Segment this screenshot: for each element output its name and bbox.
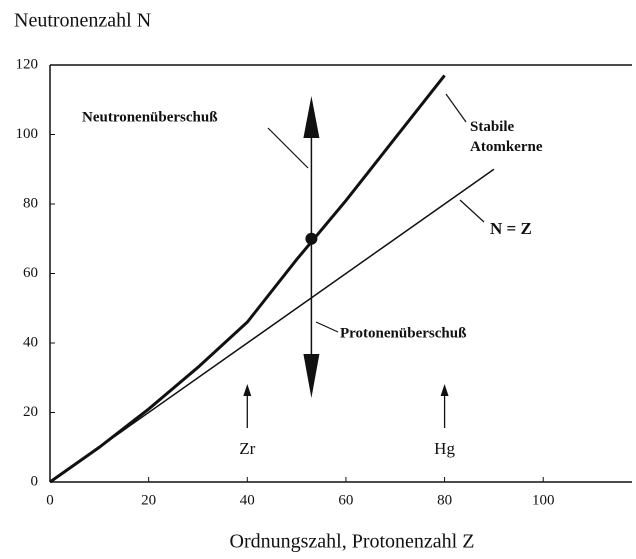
annotation: Neutronenüberschuß [82, 109, 218, 125]
arrow-head [243, 384, 252, 396]
line [49, 168, 495, 483]
series-label: N = Z [490, 219, 532, 238]
element-label: Hg [434, 439, 455, 458]
leader-line [459, 199, 485, 223]
leader-line [315, 321, 339, 333]
y-axis-label: Neutronenzahl N [14, 10, 151, 32]
y-tick-label: 100 [16, 126, 39, 142]
arrow-head [440, 384, 449, 396]
y-tick-label: 60 [23, 265, 38, 281]
leader-line [267, 127, 309, 169]
series-label: Stabile Atomkerne [470, 119, 543, 155]
arrow-head [303, 96, 320, 138]
x-axis-label: Ordnungszahl, Protonenzahl Z [230, 531, 475, 553]
x-tick-label: 20 [141, 492, 156, 508]
y-tick-label: 80 [23, 195, 38, 211]
arrow-head [303, 354, 320, 398]
x-tick-label: 0 [46, 492, 54, 508]
point [305, 232, 318, 245]
y-tick-label: 40 [23, 334, 38, 350]
x-tick-label: 100 [532, 492, 555, 508]
x-tick-label: 80 [437, 492, 452, 508]
y-tick-label: 0 [31, 473, 39, 489]
annotation: Protonenüberschuß [340, 325, 466, 341]
leader-line [445, 93, 467, 123]
element-label: Zr [239, 439, 255, 458]
y-tick-label: 20 [23, 404, 38, 420]
y-tick-label: 120 [16, 56, 39, 72]
x-tick-label: 40 [240, 492, 255, 508]
x-tick-label: 60 [338, 492, 353, 508]
line [49, 74, 446, 484]
